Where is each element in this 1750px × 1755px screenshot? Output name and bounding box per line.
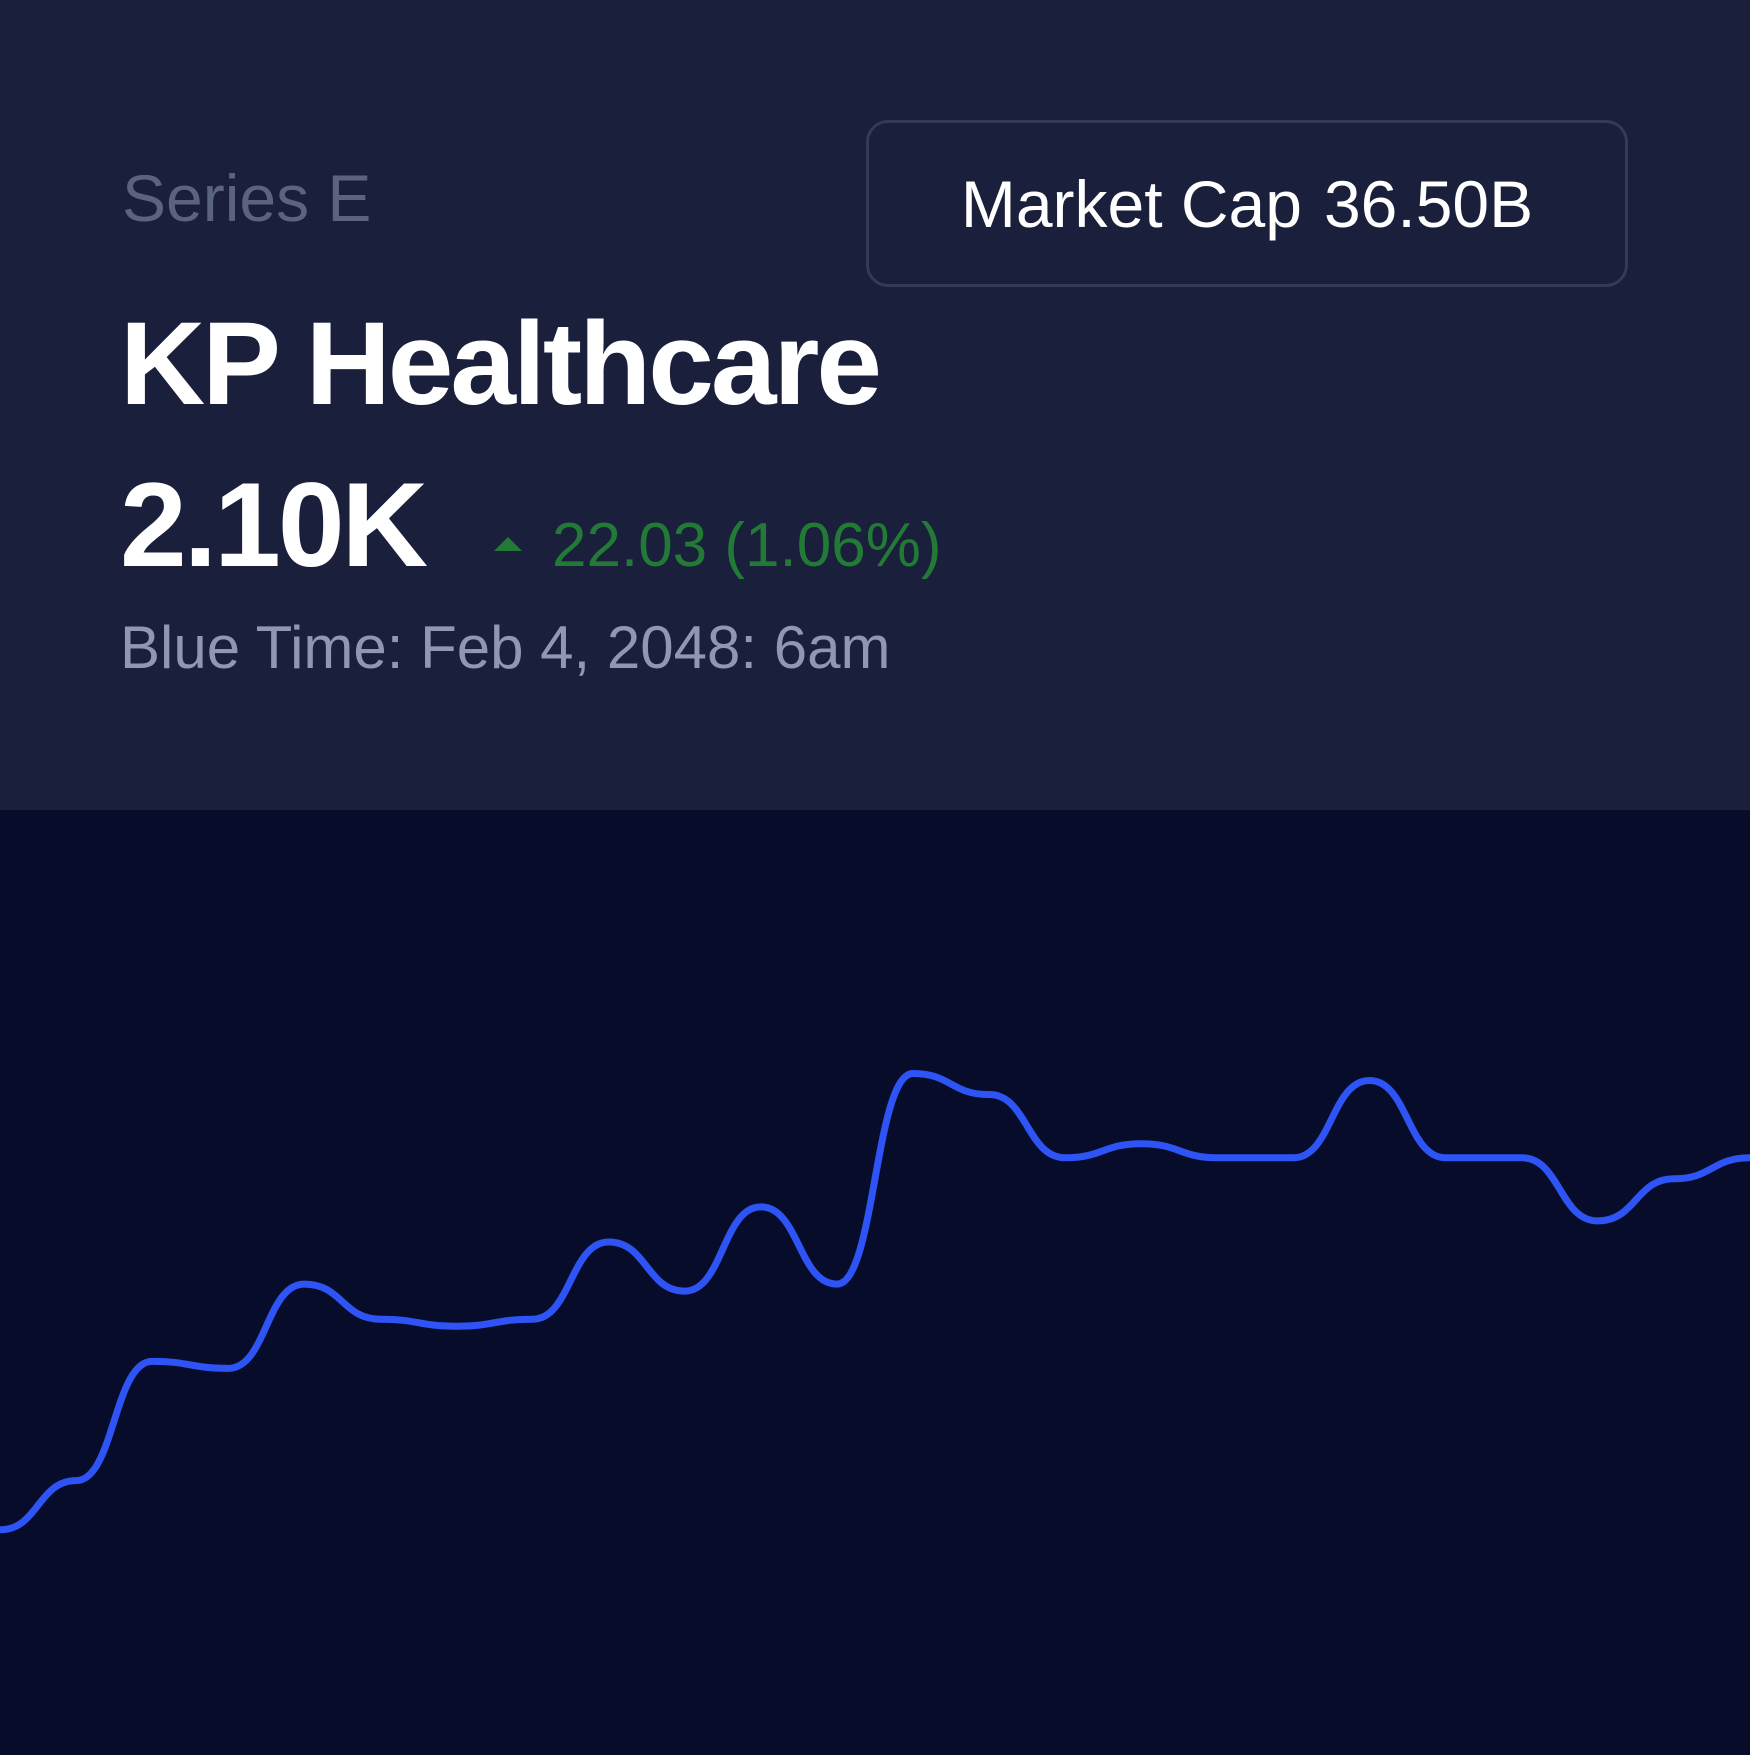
price-change-text: 22.03 (1.06%) [552,511,942,580]
market-cap-value: 36.50B [1323,166,1534,241]
stock-header: Series E Market Cap 36.50B KP Healthcare… [0,0,1750,810]
price-chart [0,810,1750,1750]
price-change: 22.03 (1.06%) [494,515,941,577]
market-cap-label: Market Cap [960,166,1302,241]
triangle-up-icon [494,537,522,551]
market-cap-badge: Market Cap 36.50B [866,120,1628,287]
price-value: 2.10K [120,458,428,592]
series-label: Series E [122,161,372,235]
price-chart-svg [0,1070,1750,1534]
price-line [0,1070,1750,1534]
company-name: KP Healthcare [120,298,882,430]
timestamp: Blue Time: Feb 4, 2048: 6am [120,614,891,681]
